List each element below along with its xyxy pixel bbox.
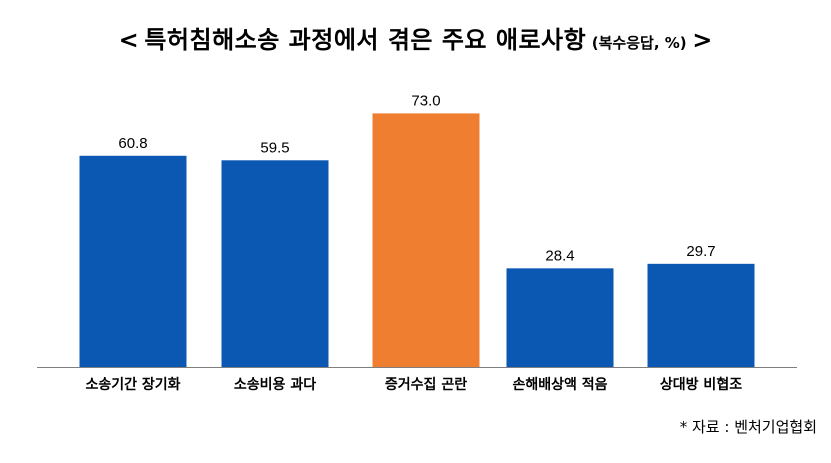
category-label: 소송비용 과다	[234, 377, 316, 393]
data-label: 60.8	[118, 135, 147, 152]
category-label: 소송기간 장기화	[85, 376, 180, 393]
bar	[647, 263, 755, 367]
bar	[221, 160, 329, 367]
bar	[79, 155, 187, 367]
chart-title: < 특허침해소송 과정에서 겪은 주요 애로사항 (복수응답, %) >	[0, 20, 831, 55]
data-label: 29.7	[686, 243, 715, 260]
category-label: 증거수집 곤란	[385, 376, 467, 393]
source-note: * 자료 : 벤처기업협회	[679, 418, 817, 436]
title-close-bracket: >	[692, 26, 713, 54]
bar	[372, 113, 480, 367]
category-label: 손해배상액 적음	[512, 376, 607, 393]
title-note: (복수응답, %)	[591, 34, 687, 52]
data-label: 59.5	[260, 139, 289, 156]
bar	[506, 268, 614, 367]
title-open-bracket: <	[118, 26, 139, 54]
title-text: 특허침해소송 과정에서 겪은 주요 애로사항	[144, 26, 587, 54]
category-label: 상대방 비협조	[660, 376, 742, 393]
data-label: 73.0	[411, 92, 440, 109]
data-label: 28.4	[545, 247, 574, 264]
